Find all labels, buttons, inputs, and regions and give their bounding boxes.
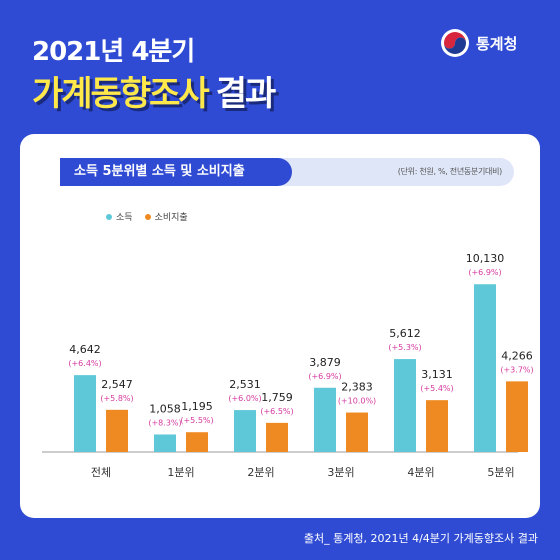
x-tick-label-3: 3분위 <box>327 466 354 479</box>
change-label-income-4: (+5.3%) <box>388 343 421 352</box>
bar-spending-1 <box>186 432 208 452</box>
change-label-income-5: (+6.9%) <box>468 268 501 277</box>
change-label-spending-2: (+6.5%) <box>260 407 293 416</box>
source-note: 출처_ 통계청, 2021년 4/4분기 가계동향조사 결과 <box>303 532 538 545</box>
chart-subtitle: 소득 5분위별 소득 및 소비지출 <box>60 158 292 186</box>
change-label-spending-1: (+5.5%) <box>180 416 213 425</box>
change-label-spending-4: (+5.4%) <box>420 384 453 393</box>
bar-income-4 <box>394 359 416 452</box>
legend: 소득 소비지출 <box>106 210 188 223</box>
bar-income-1 <box>154 434 176 452</box>
change-label-spending-3: (+10.0%) <box>338 397 376 406</box>
data-label-income-0: 4,642 <box>69 343 101 356</box>
logo-name: 통계청 <box>476 34 518 53</box>
bar-income-2 <box>234 410 256 452</box>
x-tick-label-4: 4분위 <box>407 466 434 479</box>
header-main-title-suffix: 결과 <box>215 74 277 114</box>
change-label-spending-0: (+5.8%) <box>100 394 133 403</box>
data-label-income-4: 5,612 <box>389 327 421 340</box>
legend-swatch-income <box>106 213 112 220</box>
change-label-spending-5: (+3.7%) <box>500 365 533 374</box>
subtitle-bar: 소득 5분위별 소득 및 소비지출 (단위: 천원, %, 전년동분기대비) <box>60 158 514 186</box>
data-label-income-2: 2,531 <box>229 378 261 391</box>
legend-swatch-spending <box>144 213 151 220</box>
change-label-income-1: (+8.3%) <box>148 418 181 427</box>
bar-spending-3 <box>346 412 368 452</box>
change-label-income-2: (+6.0%) <box>228 394 261 403</box>
data-label-spending-0: 2,547 <box>101 378 133 391</box>
x-tick-label-5: 5분위 <box>487 466 514 479</box>
change-label-income-3: (+6.9%) <box>308 372 341 381</box>
x-tick-label-1: 1분위 <box>167 466 194 479</box>
data-label-spending-4: 3,131 <box>421 368 453 381</box>
legend-label-spending: 소비지출 <box>154 213 188 223</box>
data-label-income-5: 10,130 <box>466 252 505 265</box>
x-tick-label-0: 전체 <box>91 466 111 479</box>
data-label-spending-3: 2,383 <box>341 381 373 394</box>
legend-item-income: 소득 <box>106 210 133 223</box>
bar-income-0 <box>74 375 96 452</box>
bar-income-5 <box>474 284 496 452</box>
unit-note: (단위: 천원, %, 전년동분기대비) <box>397 167 503 176</box>
x-tick-label-2: 2분위 <box>247 466 274 479</box>
data-label-income-1: 1,058 <box>149 402 181 415</box>
header-main-title-text: 가계동향조사 <box>32 74 210 114</box>
legend-label-income: 소득 <box>116 213 133 223</box>
bar-spending-5 <box>506 381 528 452</box>
bar-spending-4 <box>426 400 448 452</box>
bar-chart: 4,642(+6.4%)2,547(+5.8%)전체1,058(+8.3%)1,… <box>42 252 534 479</box>
data-label-spending-1: 1,195 <box>181 400 213 413</box>
data-label-income-3: 3,879 <box>309 356 341 369</box>
bar-spending-0 <box>106 409 128 452</box>
data-label-spending-2: 1,759 <box>261 391 293 404</box>
header-main-title: 가계동향조사 결과 <box>32 66 277 115</box>
taegeuk-logo-icon <box>441 29 469 57</box>
header-year-title: 2021년 4분기 <box>32 37 195 67</box>
bar-spending-2 <box>266 422 288 452</box>
data-label-spending-5: 4,266 <box>501 349 533 362</box>
change-label-income-0: (+6.4%) <box>68 359 101 368</box>
bar-income-3 <box>314 387 336 452</box>
logo: 통계청 <box>440 28 517 58</box>
chart-card: 소득 5분위별 소득 및 소비지출 (단위: 천원, %, 전년동분기대비) 소… <box>20 134 540 518</box>
legend-item-spending: 소비지출 <box>144 210 188 223</box>
